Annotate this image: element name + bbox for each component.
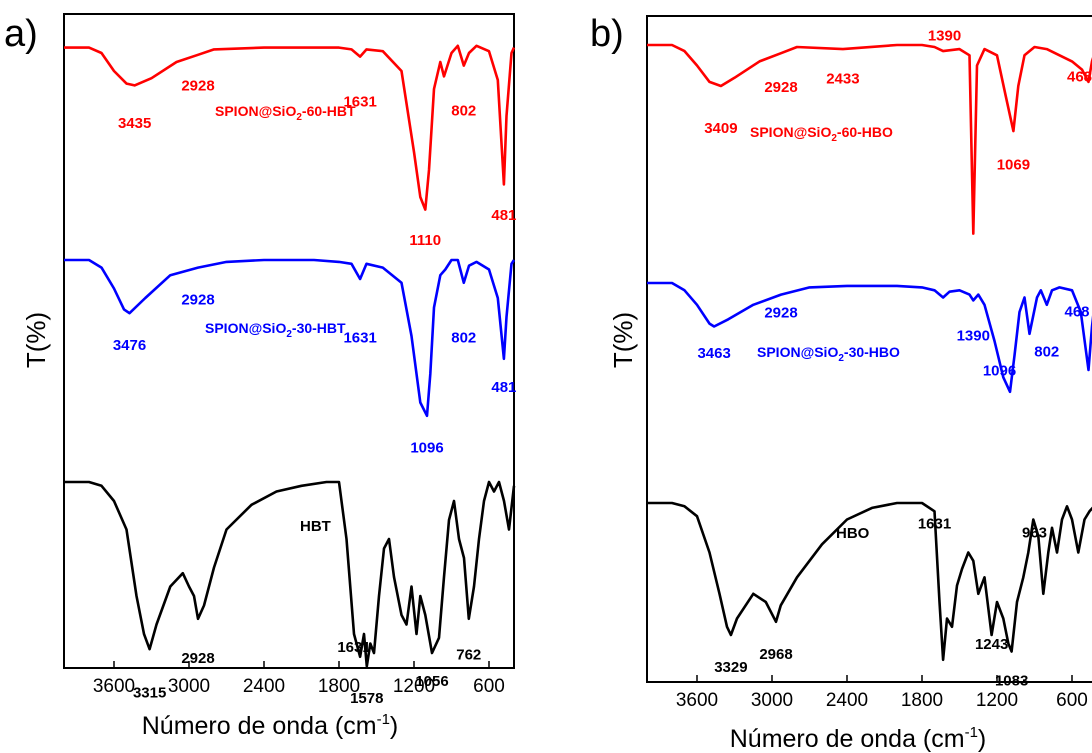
peak-label: 2928 <box>764 79 797 96</box>
panel-b-x-axis-label-superscript: -1 <box>965 724 978 741</box>
peak-label: 468 <box>1067 69 1092 86</box>
panel-b-series: SPION@SiO2-60-HBO 3409 2928 2433 1390 1069 468… <box>647 27 1092 689</box>
panel-b-y-axis-label: T(%) <box>608 312 638 368</box>
peak-label: 802 <box>1034 343 1059 360</box>
panel-a: a) T(%) 3600 3000 2400 1800 1200 600 SPION@Si… <box>4 13 516 740</box>
series-label: HBO <box>836 525 870 542</box>
peak-label: 1056 <box>415 673 448 690</box>
x-tick-label: 3600 <box>676 690 718 711</box>
x-tick-label: 600 <box>473 676 505 697</box>
series-label: SPION@SiO2-30-HBO <box>757 344 900 364</box>
spectrum-line <box>647 501 1092 662</box>
panel-a-x-ticks: 3600 3000 2400 1800 1200 600 <box>93 661 505 697</box>
panel-a-x-axis-label-end: ) <box>390 712 398 740</box>
peak-label: 1390 <box>957 328 990 345</box>
panel-a-x-axis-label-superscript: -1 <box>377 711 390 728</box>
x-tick-label: 2400 <box>826 690 868 711</box>
peak-label: 3409 <box>704 120 737 137</box>
peak-label: 2968 <box>759 646 792 663</box>
peak-label: 1631 <box>343 94 376 111</box>
peak-label: 2928 <box>764 304 797 321</box>
panel-a-letter: a) <box>4 13 38 55</box>
panel-b-x-axis-label-end: ) <box>978 725 986 753</box>
peak-label: 2433 <box>826 71 859 88</box>
spectrum-line <box>64 480 516 668</box>
x-tick-label: 3000 <box>751 690 793 711</box>
peak-label: 963 <box>1022 525 1047 542</box>
peak-label: 1243 <box>975 636 1008 653</box>
series-label: SPION@SiO2-30-HBT <box>205 320 346 340</box>
peak-label: 1631 <box>337 639 370 656</box>
panel-b: b) T(%) 3600 3000 2400 1800 1200 600 SPION@Si… <box>590 13 1092 753</box>
x-tick-label: 1800 <box>318 676 360 697</box>
panel-b-letter: b) <box>590 13 624 55</box>
series-label: SPION@SiO2-60-HBO <box>750 124 893 144</box>
x-tick-label: 1800 <box>901 690 943 711</box>
x-tick-label: 1200 <box>393 676 435 697</box>
peak-label: 481 <box>491 379 516 396</box>
peak-label: 1096 <box>983 363 1016 380</box>
peak-label: 3435 <box>118 115 151 132</box>
peak-label: 2928 <box>181 650 214 667</box>
panel-b-x-ticks: 3600 3000 2400 1800 1200 600 <box>676 675 1088 711</box>
peak-label: 3315 <box>133 684 166 701</box>
peak-label: 762 <box>456 646 481 663</box>
peak-label: 2928 <box>181 291 214 308</box>
panel-b-plot-frame <box>646 15 1092 683</box>
panel-a-x-axis-label: Número de onda (cm-1) <box>142 711 399 740</box>
peak-label: 1069 <box>997 157 1030 174</box>
x-tick-label: 2400 <box>243 676 285 697</box>
peak-label: 1083 <box>995 672 1028 689</box>
peak-label: 802 <box>451 329 476 346</box>
spectrum-line <box>64 44 516 211</box>
x-tick-label: 3600 <box>93 676 135 697</box>
peak-label: 1578 <box>350 690 383 707</box>
peak-label: 1631 <box>343 329 376 346</box>
panel-a-series: SPION@SiO2-60-HBT 3435 2928 1631 1110 802 481 S… <box>64 44 516 707</box>
peak-label: 802 <box>451 103 476 120</box>
peak-label: 1631 <box>918 516 951 533</box>
series-label: HBT <box>300 518 331 535</box>
peak-label: 1110 <box>409 232 441 249</box>
peak-label: 1096 <box>410 440 443 457</box>
spectrum-line <box>647 43 1092 235</box>
spectrum-line <box>64 258 516 418</box>
x-tick-label: 600 <box>1056 690 1088 711</box>
panel-a-y-axis-label: T(%) <box>21 312 51 368</box>
peak-label: 2928 <box>181 77 214 94</box>
peak-label: 1390 <box>928 27 961 44</box>
peak-label: 481 <box>491 207 516 224</box>
spectrum-line <box>647 281 1092 394</box>
panel-a-plot-frame <box>63 13 515 669</box>
peak-label: 3476 <box>113 337 146 354</box>
peak-label: 3329 <box>714 659 747 676</box>
peak-label: 468 <box>1064 304 1089 321</box>
panel-a-x-axis-label-base: Número de onda (cm <box>142 712 377 740</box>
peak-label: 3463 <box>697 345 730 362</box>
panel-b-x-axis-label-base: Número de onda (cm <box>730 725 965 753</box>
panel-b-x-axis-label: Número de onda (cm-1) <box>730 724 987 753</box>
series-label: SPION@SiO2-60-HBT <box>215 103 356 123</box>
x-tick-label: 1200 <box>976 690 1018 711</box>
x-tick-label: 3000 <box>168 676 210 697</box>
